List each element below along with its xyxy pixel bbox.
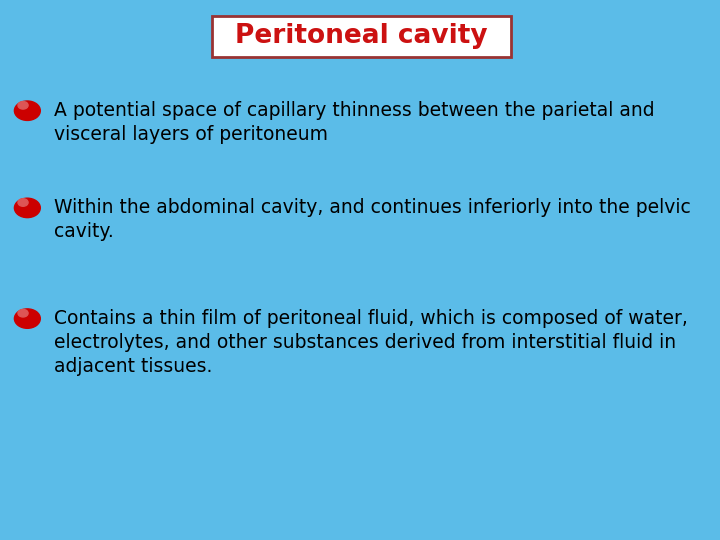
FancyBboxPatch shape <box>212 16 511 57</box>
Circle shape <box>18 309 28 317</box>
Circle shape <box>18 199 28 206</box>
Circle shape <box>14 101 40 120</box>
Text: Within the abdominal cavity, and continues inferiorly into the pelvic
cavity.: Within the abdominal cavity, and continu… <box>54 198 690 241</box>
Circle shape <box>18 102 28 109</box>
Text: Contains a thin film of peritoneal fluid, which is composed of water,
electrolyt: Contains a thin film of peritoneal fluid… <box>54 309 688 376</box>
Circle shape <box>14 309 40 328</box>
Circle shape <box>14 198 40 218</box>
Text: A potential space of capillary thinness between the parietal and
visceral layers: A potential space of capillary thinness … <box>54 101 654 144</box>
Text: Peritoneal cavity: Peritoneal cavity <box>235 23 488 50</box>
